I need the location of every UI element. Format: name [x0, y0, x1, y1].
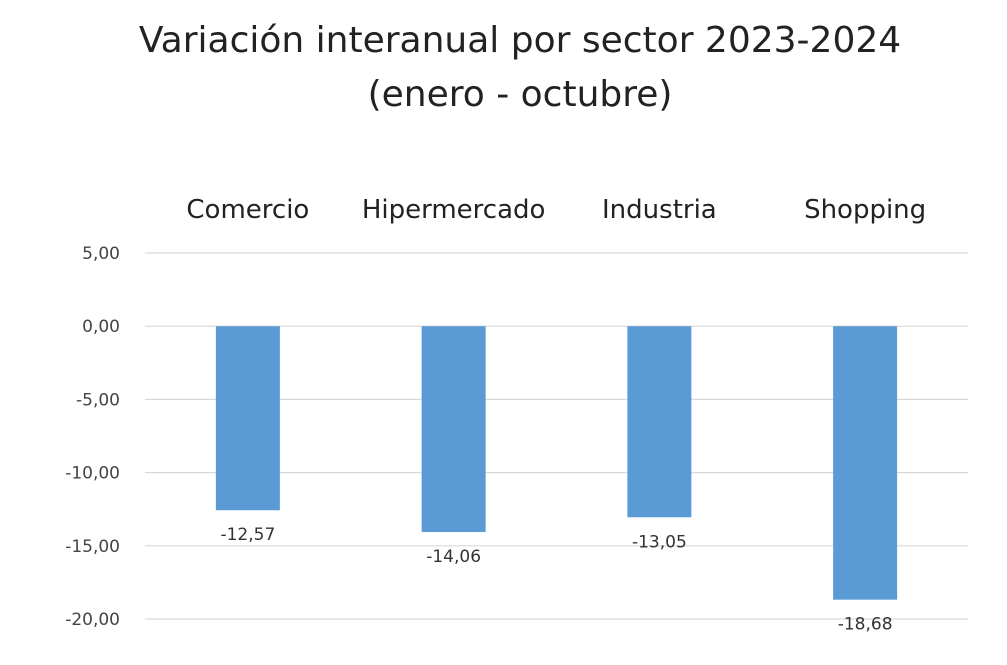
- y-tick-label: 5,00: [82, 244, 120, 264]
- data-label: -13,05: [632, 532, 687, 552]
- data-labels: -12,57 -14,06 -13,05 -18,68: [220, 525, 892, 634]
- y-axis-ticks: 5,00 0,00 -5,00 -10,00 -15,00 -20,00: [65, 244, 120, 630]
- y-tick-label: 0,00: [82, 317, 120, 337]
- bar: [627, 326, 692, 518]
- bar: [833, 326, 898, 600]
- y-tick-label: -15,00: [65, 537, 120, 557]
- data-label: -14,06: [426, 547, 481, 567]
- bars: [215, 326, 898, 600]
- data-label: -18,68: [838, 615, 893, 635]
- category-labels: Comercio Hipermercado Industria Shopping: [186, 195, 926, 225]
- y-tick-label: -10,00: [65, 464, 120, 484]
- category-label: Industria: [602, 195, 717, 225]
- gridlines: [145, 252, 968, 620]
- category-label: Shopping: [804, 195, 926, 225]
- category-label: Comercio: [186, 195, 309, 225]
- category-label: Hipermercado: [362, 195, 546, 225]
- bar: [215, 326, 280, 511]
- bar: [421, 326, 486, 533]
- y-tick-label: -5,00: [76, 390, 120, 410]
- chart-title: Variación interanual por sector 2023-202…: [139, 20, 901, 61]
- data-label: -12,57: [220, 525, 275, 545]
- chart-subtitle: (enero - octubre): [368, 74, 673, 115]
- y-tick-label: -20,00: [65, 610, 120, 630]
